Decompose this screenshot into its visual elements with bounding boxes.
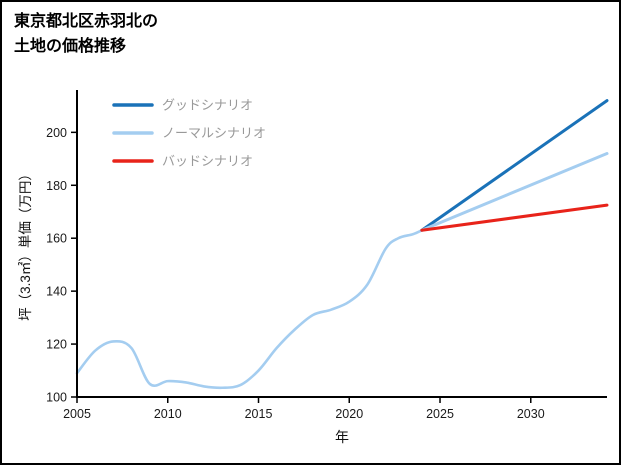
x-tick-label: 2020: [335, 407, 363, 421]
y-tick-label: 180: [46, 179, 67, 193]
x-tick-label: 2030: [517, 407, 545, 421]
y-axis-label: 坪（3.3㎡）単価（万円）: [18, 167, 33, 321]
x-tick-label: 2025: [426, 407, 454, 421]
axes: [76, 90, 607, 398]
chart-title-line2: 土地の価格推移: [14, 37, 127, 55]
x-tick-label: 2010: [154, 407, 182, 421]
y-tick-label: 100: [46, 391, 67, 405]
legend-label: グッドシナリオ: [162, 98, 253, 113]
y-tick-label: 140: [46, 285, 67, 299]
x-tick-label: 2015: [245, 407, 273, 421]
legend-item-good[interactable]: グッドシナリオ: [112, 98, 253, 113]
x-axis-label: 年: [335, 429, 349, 445]
legend-item-normal[interactable]: ノーマルシナリオ: [112, 126, 266, 141]
y-tick-label: 160: [46, 232, 67, 246]
x-tick-label: 2005: [63, 407, 91, 421]
series-line-normal: [420, 152, 609, 232]
legend-item-bad[interactable]: バッドシナリオ: [112, 154, 253, 169]
series-line-normal: [75, 228, 424, 390]
chart-title: 東京都北区赤羽北の 土地の価格推移: [14, 10, 158, 60]
legend-label: バッドシナリオ: [162, 154, 253, 169]
y-tick-label: 200: [46, 126, 67, 140]
series-line-bad: [420, 203, 609, 232]
y-tick-label: 120: [46, 338, 67, 352]
chart-title-line1: 東京都北区赤羽北の: [14, 13, 159, 30]
legend-label: ノーマルシナリオ: [162, 126, 266, 141]
series-line-good: [420, 99, 609, 232]
